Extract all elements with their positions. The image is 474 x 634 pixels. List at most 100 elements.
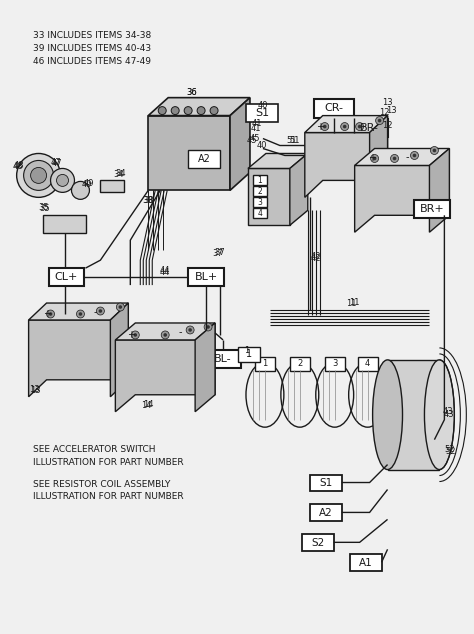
- FancyBboxPatch shape: [255, 357, 275, 371]
- Circle shape: [96, 307, 104, 315]
- Polygon shape: [290, 153, 308, 225]
- FancyBboxPatch shape: [253, 176, 267, 185]
- Text: 4: 4: [257, 209, 263, 218]
- Circle shape: [51, 169, 74, 192]
- Text: ILLUSTRATION FOR PART NUMBER: ILLUSTRATION FOR PART NUMBER: [33, 458, 183, 467]
- Text: 14: 14: [141, 401, 152, 410]
- Text: 13: 13: [386, 106, 397, 115]
- Text: 44: 44: [160, 266, 171, 275]
- Polygon shape: [28, 303, 128, 397]
- Text: 34: 34: [115, 169, 126, 178]
- Text: S2: S2: [311, 538, 324, 548]
- Ellipse shape: [373, 360, 402, 470]
- Text: 2: 2: [297, 359, 302, 368]
- Text: BR+: BR+: [420, 204, 445, 214]
- Text: 52: 52: [445, 447, 456, 456]
- Text: SEE RESISTOR COIL ASSEMBLY: SEE RESISTOR COIL ASSEMBLY: [33, 479, 170, 489]
- Text: 47: 47: [50, 158, 61, 167]
- Text: 41: 41: [251, 124, 261, 133]
- Text: -: -: [178, 327, 182, 337]
- Polygon shape: [115, 323, 215, 340]
- Text: 48: 48: [12, 162, 23, 171]
- Text: 36: 36: [187, 88, 198, 97]
- FancyBboxPatch shape: [205, 350, 241, 368]
- Text: -: -: [406, 152, 409, 162]
- Text: 37: 37: [213, 249, 223, 257]
- Polygon shape: [305, 115, 388, 133]
- Circle shape: [375, 117, 383, 124]
- FancyBboxPatch shape: [43, 216, 86, 233]
- Circle shape: [210, 107, 218, 115]
- Circle shape: [171, 107, 179, 115]
- FancyBboxPatch shape: [352, 119, 388, 136]
- Text: 41: 41: [252, 119, 262, 128]
- Text: BL+: BL+: [194, 272, 218, 282]
- Text: 48: 48: [13, 161, 24, 170]
- FancyBboxPatch shape: [100, 181, 124, 192]
- Text: 36: 36: [187, 88, 198, 97]
- Polygon shape: [148, 115, 230, 190]
- Text: 13: 13: [382, 98, 393, 107]
- Text: 13: 13: [30, 386, 41, 395]
- Text: 3: 3: [257, 198, 263, 207]
- Text: 40: 40: [258, 101, 268, 110]
- Circle shape: [49, 312, 52, 316]
- Circle shape: [206, 325, 210, 329]
- Circle shape: [391, 155, 399, 162]
- Text: 35: 35: [38, 203, 49, 212]
- Text: 51: 51: [290, 136, 300, 145]
- Text: 51: 51: [287, 136, 297, 145]
- FancyBboxPatch shape: [302, 534, 334, 552]
- Circle shape: [410, 152, 419, 160]
- FancyBboxPatch shape: [246, 103, 278, 122]
- Circle shape: [76, 310, 84, 318]
- Text: 1: 1: [262, 359, 267, 368]
- Text: 38: 38: [143, 196, 154, 205]
- Polygon shape: [248, 169, 290, 225]
- Text: 1: 1: [257, 176, 262, 185]
- Circle shape: [371, 155, 379, 162]
- Text: BR-: BR-: [360, 122, 379, 133]
- Text: 14: 14: [143, 400, 154, 409]
- Circle shape: [393, 157, 396, 160]
- Circle shape: [134, 333, 137, 337]
- Circle shape: [188, 328, 192, 332]
- Text: 42: 42: [310, 254, 321, 262]
- FancyBboxPatch shape: [414, 200, 450, 218]
- Circle shape: [24, 160, 54, 190]
- Circle shape: [343, 125, 346, 128]
- Text: 33 INCLUDES ITEMS 34-38: 33 INCLUDES ITEMS 34-38: [33, 31, 151, 40]
- Polygon shape: [230, 98, 250, 190]
- Circle shape: [164, 333, 167, 337]
- Polygon shape: [355, 148, 449, 165]
- Text: 37: 37: [215, 248, 226, 257]
- Text: 11: 11: [346, 299, 357, 307]
- Text: 43: 43: [443, 407, 454, 417]
- FancyBboxPatch shape: [325, 357, 345, 371]
- Circle shape: [321, 122, 329, 131]
- Circle shape: [56, 174, 69, 186]
- FancyBboxPatch shape: [310, 505, 342, 521]
- Text: -: -: [94, 307, 97, 317]
- Text: 49: 49: [83, 179, 94, 188]
- Text: 35: 35: [39, 204, 50, 213]
- Text: 46 INCLUDES ITEMS 47-49: 46 INCLUDES ITEMS 47-49: [33, 57, 151, 66]
- Text: S1: S1: [255, 108, 269, 117]
- Text: 34: 34: [113, 170, 124, 179]
- Circle shape: [413, 153, 416, 157]
- Text: 11: 11: [349, 297, 360, 307]
- Polygon shape: [370, 115, 388, 197]
- Circle shape: [378, 119, 382, 122]
- FancyBboxPatch shape: [253, 197, 267, 207]
- Text: CR-: CR-: [324, 103, 343, 113]
- FancyBboxPatch shape: [253, 186, 267, 197]
- Text: 43: 43: [444, 410, 455, 419]
- Text: 52: 52: [444, 445, 455, 454]
- Circle shape: [433, 149, 436, 152]
- Polygon shape: [110, 303, 128, 397]
- FancyBboxPatch shape: [188, 150, 220, 169]
- Circle shape: [341, 122, 349, 131]
- FancyBboxPatch shape: [290, 357, 310, 371]
- Text: 1: 1: [246, 349, 252, 359]
- Text: +: +: [128, 330, 135, 340]
